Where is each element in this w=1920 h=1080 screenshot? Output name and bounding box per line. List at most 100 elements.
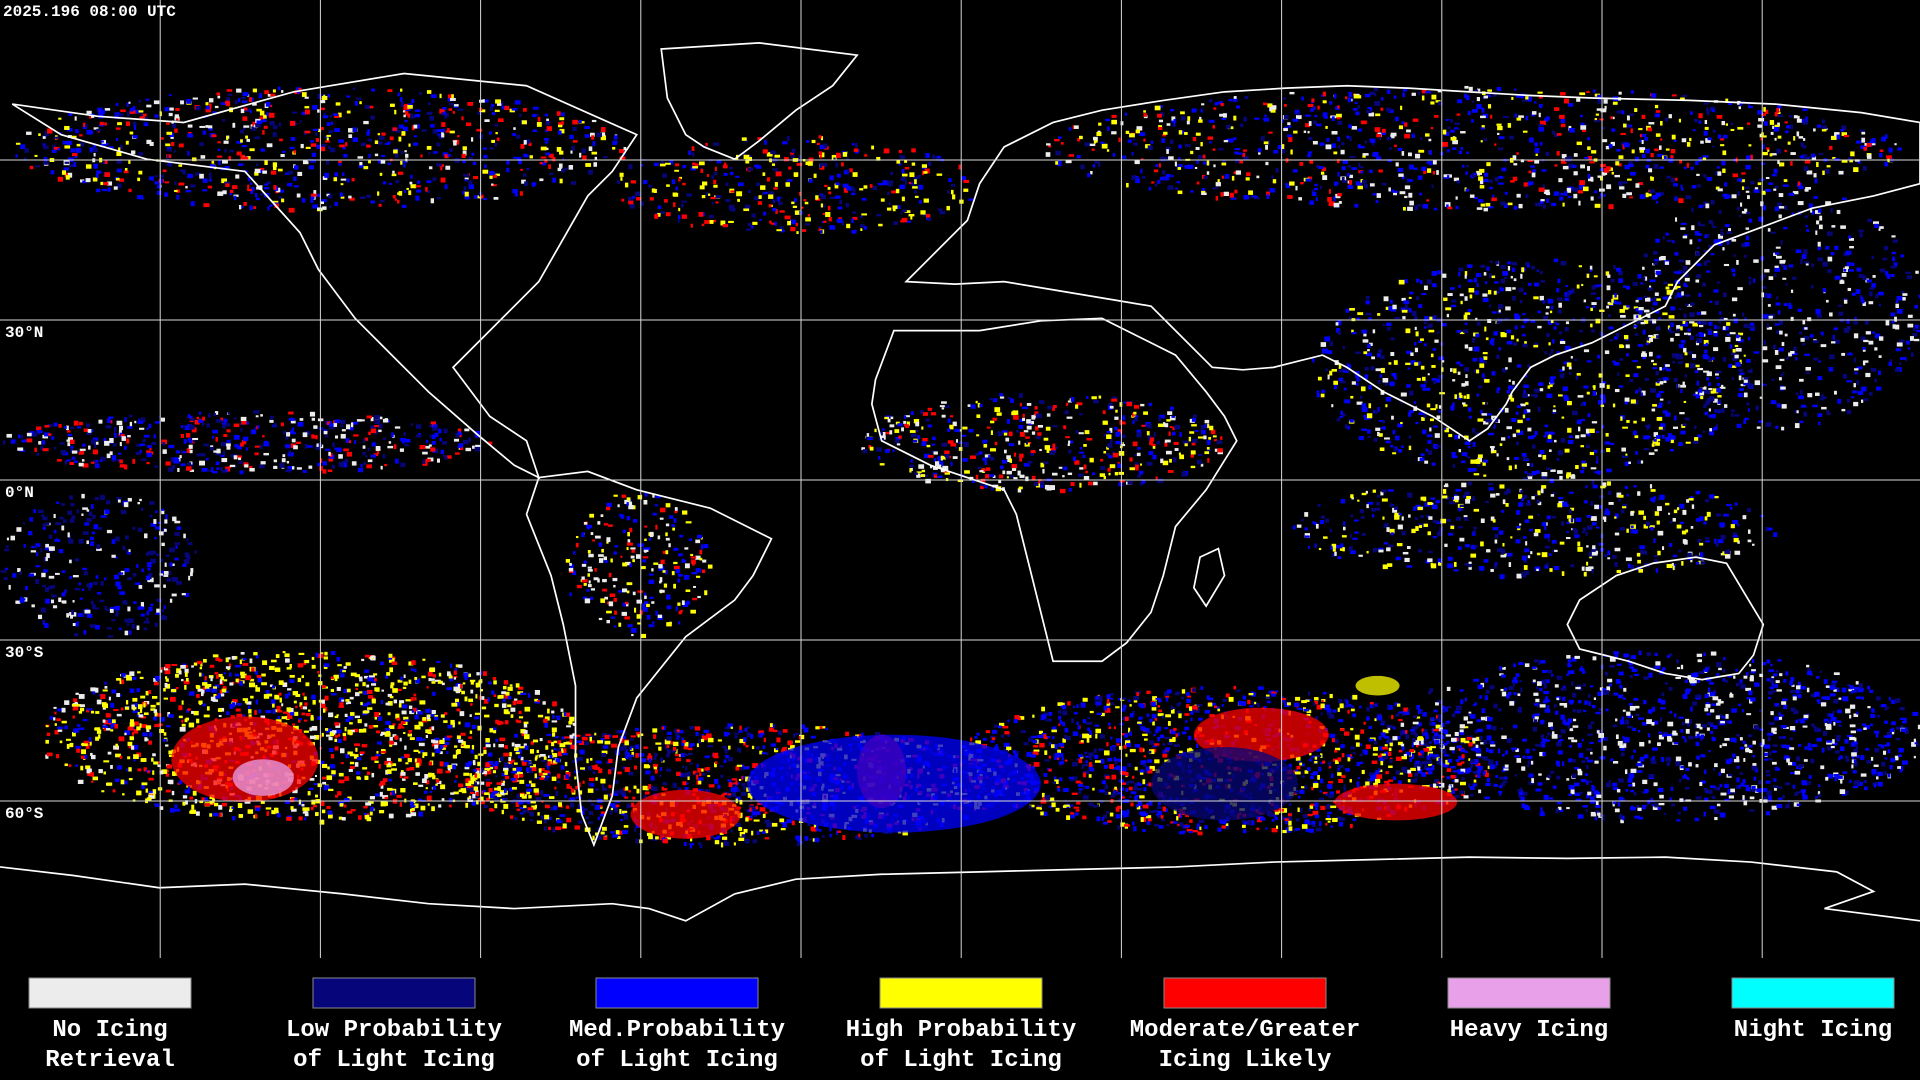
icing-pixel xyxy=(1533,344,1539,348)
icing-pixel xyxy=(1086,438,1093,441)
icing-pixel xyxy=(234,99,238,105)
icing-pixel xyxy=(1598,373,1603,378)
icing-pixel xyxy=(548,164,551,169)
icing-pixel xyxy=(1077,138,1080,142)
icing-pixel xyxy=(399,448,404,452)
icing-pixel xyxy=(1774,206,1780,212)
icing-pixel xyxy=(230,454,234,457)
icing-pixel xyxy=(405,153,409,158)
icing-pixel xyxy=(1363,351,1368,355)
icing-pixel xyxy=(1807,156,1810,159)
icing-pixel xyxy=(1697,233,1702,236)
icing-pixel xyxy=(1266,194,1270,199)
icing-pixel xyxy=(121,436,126,441)
icing-pixel xyxy=(178,164,183,167)
icing-pixel xyxy=(1200,463,1204,467)
icing-pixel xyxy=(273,465,278,469)
icing-pixel xyxy=(1174,448,1179,451)
icing-pixel xyxy=(85,178,91,183)
icing-pixel xyxy=(279,462,285,468)
icing-pixel xyxy=(1590,196,1594,201)
icing-pixel xyxy=(821,163,828,167)
icing-pixel xyxy=(217,141,221,144)
icing-pixel xyxy=(775,171,782,177)
icing-pixel xyxy=(1408,435,1411,439)
icing-pixel xyxy=(1830,135,1837,140)
icing-pixel xyxy=(1730,128,1735,132)
icing-pixel xyxy=(1406,384,1411,388)
icing-pixel xyxy=(1083,476,1090,481)
icing-pixel xyxy=(776,229,782,232)
icing-pixel xyxy=(1408,308,1412,313)
icing-pixel xyxy=(1108,402,1113,406)
icing-pixel xyxy=(1739,359,1742,365)
icing-pixel xyxy=(1459,331,1465,335)
icing-pixel xyxy=(383,437,387,440)
icing-pixel xyxy=(927,455,934,458)
icing-pixel xyxy=(1464,441,1471,445)
icing-pixel xyxy=(1743,354,1746,357)
icing-pixel xyxy=(117,122,122,126)
icing-pixel xyxy=(270,93,276,97)
icing-pixel xyxy=(263,125,268,129)
icing-pixel xyxy=(1093,136,1098,141)
icing-pixel xyxy=(1508,465,1512,471)
icing-pixel xyxy=(444,184,448,190)
icing-pixel xyxy=(1136,126,1143,131)
icing-pixel xyxy=(1347,97,1352,103)
icing-pixel xyxy=(412,142,419,146)
icing-pixel xyxy=(353,434,359,437)
icing-pixel xyxy=(1516,441,1519,446)
icing-pixel xyxy=(132,121,137,126)
icing-pixel xyxy=(1740,383,1746,387)
icing-pixel xyxy=(1157,180,1161,184)
icing-pixel xyxy=(338,112,342,118)
icing-pixel xyxy=(1749,322,1755,326)
icing-pixel xyxy=(56,459,62,462)
icing-pixel xyxy=(1432,425,1438,428)
icing-pixel xyxy=(1805,263,1809,266)
icing-pixel xyxy=(1406,178,1410,183)
icing-pixel xyxy=(1795,249,1802,254)
icing-pixel xyxy=(143,434,150,438)
icing-pixel xyxy=(1359,145,1365,149)
icing-pixel xyxy=(672,192,677,197)
icing-pixel xyxy=(287,182,293,187)
icing-pixel xyxy=(1355,374,1360,378)
icing-pixel xyxy=(1540,280,1546,283)
icing-pixel xyxy=(1255,197,1260,200)
icing-pixel xyxy=(1821,396,1827,399)
icing-pixel xyxy=(1686,162,1690,168)
icing-pixel xyxy=(1377,431,1380,437)
icing-pixel xyxy=(989,456,995,461)
icing-pixel xyxy=(10,439,16,444)
icing-pixel xyxy=(827,186,831,190)
icing-pixel xyxy=(402,110,406,113)
icing-pixel xyxy=(1763,340,1767,345)
icing-pixel xyxy=(393,444,397,450)
icing-pixel xyxy=(1349,419,1354,423)
icing-pixel xyxy=(1192,136,1197,142)
icing-pixel xyxy=(1486,413,1493,416)
icing-pixel xyxy=(632,196,635,199)
icing-pixel xyxy=(1331,404,1334,408)
icing-pixel xyxy=(725,182,729,187)
icing-pixel xyxy=(242,116,248,121)
icing-pixel xyxy=(286,461,290,464)
icing-pixel xyxy=(1681,424,1686,428)
icing-pixel xyxy=(1132,420,1135,425)
icing-pixel xyxy=(1337,320,1342,326)
icing-pixel xyxy=(603,155,608,159)
icing-pixel xyxy=(1705,390,1710,395)
icing-pixel xyxy=(1360,179,1364,183)
icing-pixel xyxy=(768,191,775,195)
icing-pixel xyxy=(549,172,554,176)
icing-pixel xyxy=(1527,181,1534,186)
icing-pixel xyxy=(1089,143,1096,147)
icing-pixel xyxy=(1591,421,1598,424)
icing-pixel xyxy=(1743,186,1750,189)
icing-pixel xyxy=(628,200,634,205)
icing-pixel xyxy=(1746,402,1750,406)
icing-pixel xyxy=(747,222,752,227)
